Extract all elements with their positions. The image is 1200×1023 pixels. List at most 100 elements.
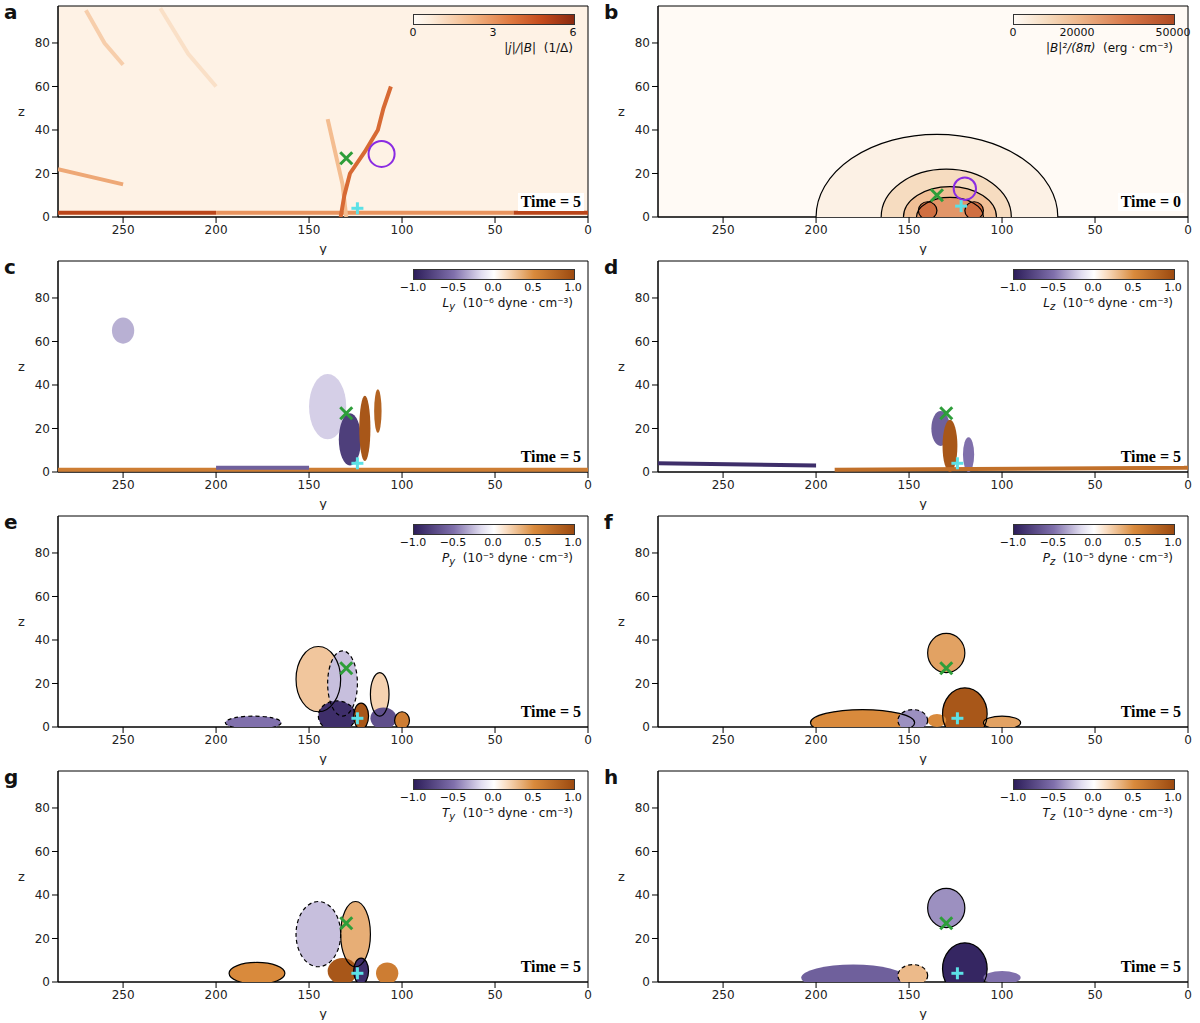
svg-text:y: y [919, 496, 927, 510]
svg-text:y: y [319, 496, 327, 510]
svg-text:200: 200 [205, 733, 228, 747]
svg-text:20: 20 [35, 932, 50, 946]
svg-text:0: 0 [642, 975, 650, 989]
svg-text:100: 100 [991, 478, 1014, 492]
svg-text:60: 60 [35, 590, 50, 604]
svg-text:0: 0 [42, 720, 50, 734]
svg-text:250: 250 [712, 733, 735, 747]
svg-text:y: y [919, 241, 927, 255]
svg-text:80: 80 [635, 801, 650, 815]
svg-text:50: 50 [1087, 733, 1102, 747]
svg-text:100: 100 [991, 733, 1014, 747]
svg-text:200: 200 [805, 223, 828, 237]
svg-text:0: 0 [42, 210, 50, 224]
svg-text:80: 80 [635, 36, 650, 50]
svg-text:80: 80 [35, 546, 50, 560]
svg-text:20: 20 [35, 422, 50, 436]
svg-text:200: 200 [205, 223, 228, 237]
svg-text:50: 50 [487, 223, 502, 237]
svg-text:150: 150 [898, 988, 921, 1002]
svg-text:200: 200 [805, 988, 828, 1002]
svg-text:0: 0 [642, 210, 650, 224]
svg-text:80: 80 [35, 291, 50, 305]
svg-text:200: 200 [205, 988, 228, 1002]
svg-text:150: 150 [898, 733, 921, 747]
svg-text:80: 80 [35, 801, 50, 815]
svg-text:20: 20 [35, 167, 50, 181]
svg-text:60: 60 [635, 590, 650, 604]
svg-text:50: 50 [1087, 478, 1102, 492]
svg-text:150: 150 [298, 988, 321, 1002]
svg-text:20: 20 [635, 167, 650, 181]
svg-text:60: 60 [35, 80, 50, 94]
svg-text:40: 40 [635, 123, 650, 137]
svg-text:250: 250 [112, 988, 135, 1002]
svg-text:250: 250 [112, 223, 135, 237]
svg-text:z: z [18, 359, 25, 374]
svg-text:z: z [18, 104, 25, 119]
svg-text:150: 150 [298, 733, 321, 747]
svg-text:100: 100 [391, 988, 414, 1002]
svg-text:0: 0 [1184, 478, 1192, 492]
svg-text:60: 60 [35, 845, 50, 859]
svg-text:y: y [919, 1006, 927, 1020]
svg-text:0: 0 [642, 465, 650, 479]
svg-text:60: 60 [635, 80, 650, 94]
svg-text:80: 80 [635, 291, 650, 305]
svg-text:80: 80 [35, 36, 50, 50]
svg-text:z: z [618, 104, 625, 119]
svg-text:z: z [618, 614, 625, 629]
svg-text:0: 0 [584, 223, 592, 237]
svg-text:60: 60 [635, 335, 650, 349]
svg-text:100: 100 [991, 223, 1014, 237]
svg-text:100: 100 [391, 478, 414, 492]
svg-text:0: 0 [1184, 223, 1192, 237]
svg-text:250: 250 [712, 988, 735, 1002]
svg-text:40: 40 [635, 633, 650, 647]
svg-text:z: z [618, 869, 625, 884]
svg-text:20: 20 [635, 677, 650, 691]
svg-text:40: 40 [35, 123, 50, 137]
svg-text:y: y [319, 241, 327, 255]
svg-text:250: 250 [112, 733, 135, 747]
svg-text:20: 20 [635, 932, 650, 946]
svg-text:100: 100 [391, 733, 414, 747]
svg-text:y: y [319, 1006, 327, 1020]
svg-text:200: 200 [805, 733, 828, 747]
svg-text:200: 200 [205, 478, 228, 492]
svg-text:100: 100 [391, 223, 414, 237]
svg-text:0: 0 [642, 720, 650, 734]
svg-text:200: 200 [805, 478, 828, 492]
svg-text:50: 50 [487, 733, 502, 747]
svg-text:40: 40 [635, 378, 650, 392]
svg-text:0: 0 [1184, 988, 1192, 1002]
svg-text:100: 100 [991, 988, 1014, 1002]
svg-text:80: 80 [635, 546, 650, 560]
svg-text:50: 50 [1087, 988, 1102, 1002]
svg-text:y: y [319, 751, 327, 765]
svg-text:150: 150 [898, 223, 921, 237]
svg-text:40: 40 [35, 378, 50, 392]
svg-text:20: 20 [35, 677, 50, 691]
svg-text:40: 40 [35, 633, 50, 647]
svg-text:250: 250 [112, 478, 135, 492]
svg-text:40: 40 [635, 888, 650, 902]
svg-text:250: 250 [712, 223, 735, 237]
svg-text:50: 50 [487, 988, 502, 1002]
svg-text:150: 150 [298, 478, 321, 492]
svg-text:60: 60 [635, 845, 650, 859]
svg-text:150: 150 [298, 223, 321, 237]
svg-text:0: 0 [584, 733, 592, 747]
svg-text:50: 50 [1087, 223, 1102, 237]
svg-text:0: 0 [584, 988, 592, 1002]
svg-text:y: y [919, 751, 927, 765]
svg-text:z: z [618, 359, 625, 374]
svg-text:20: 20 [635, 422, 650, 436]
svg-text:60: 60 [35, 335, 50, 349]
svg-text:250: 250 [712, 478, 735, 492]
svg-text:z: z [18, 869, 25, 884]
svg-text:50: 50 [487, 478, 502, 492]
svg-text:0: 0 [42, 975, 50, 989]
svg-text:40: 40 [35, 888, 50, 902]
svg-text:z: z [18, 614, 25, 629]
